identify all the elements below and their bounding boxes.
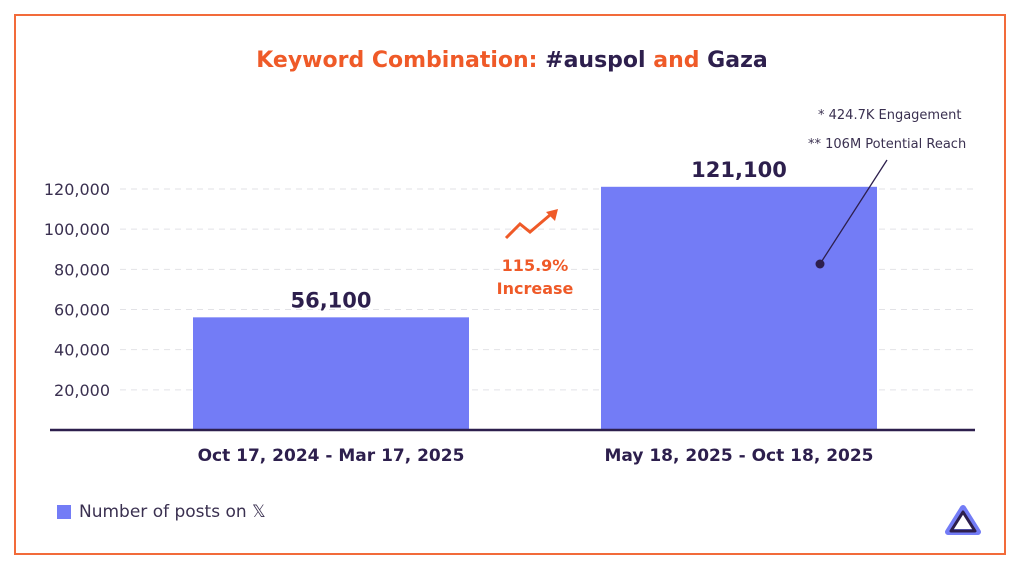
logo-inner-icon [949, 510, 977, 533]
y-tick-label: 40,000 [54, 341, 110, 360]
bar [601, 186, 877, 430]
reach-note: ** 106M Potential Reach [808, 137, 967, 152]
y-tick-label: 80,000 [54, 260, 110, 279]
y-tick-label: 100,000 [44, 220, 110, 239]
y-tick-label: 20,000 [54, 381, 110, 400]
trend-arrowhead-icon [546, 209, 558, 221]
x-tick-label: May 18, 2025 - Oct 18, 2025 [604, 446, 873, 466]
data-label: 56,100 [290, 288, 371, 312]
increase-pct: 115.9% [501, 256, 569, 275]
title-part: Keyword Combination: [256, 48, 546, 73]
y-tick-label: 60,000 [54, 301, 110, 320]
increase-label: Increase [496, 279, 574, 298]
title-part: #auspol [545, 48, 646, 73]
title-part: and [645, 48, 708, 73]
increase-annotation: 115.9% Increase [470, 254, 600, 300]
engagement-note: * 424.7K Engagement [818, 108, 962, 123]
trend-arrow-icon [504, 213, 551, 240]
annotation-leader-line [819, 159, 888, 265]
legend: Number of posts on 𝕏 [57, 502, 266, 522]
frame-border [14, 14, 1006, 555]
chart-title: Keyword Combination: #auspol and Gaza [0, 48, 1024, 73]
data-label: 121,100 [691, 158, 787, 182]
legend-label: Number of posts on 𝕏 [79, 502, 266, 522]
bar [193, 317, 469, 430]
legend-swatch [57, 505, 71, 519]
y-tick-label: 120,000 [44, 180, 110, 199]
annotation-dot [815, 259, 825, 269]
x-tick-label: Oct 17, 2024 - Mar 17, 2025 [198, 446, 465, 466]
title-part: Gaza [707, 48, 768, 73]
